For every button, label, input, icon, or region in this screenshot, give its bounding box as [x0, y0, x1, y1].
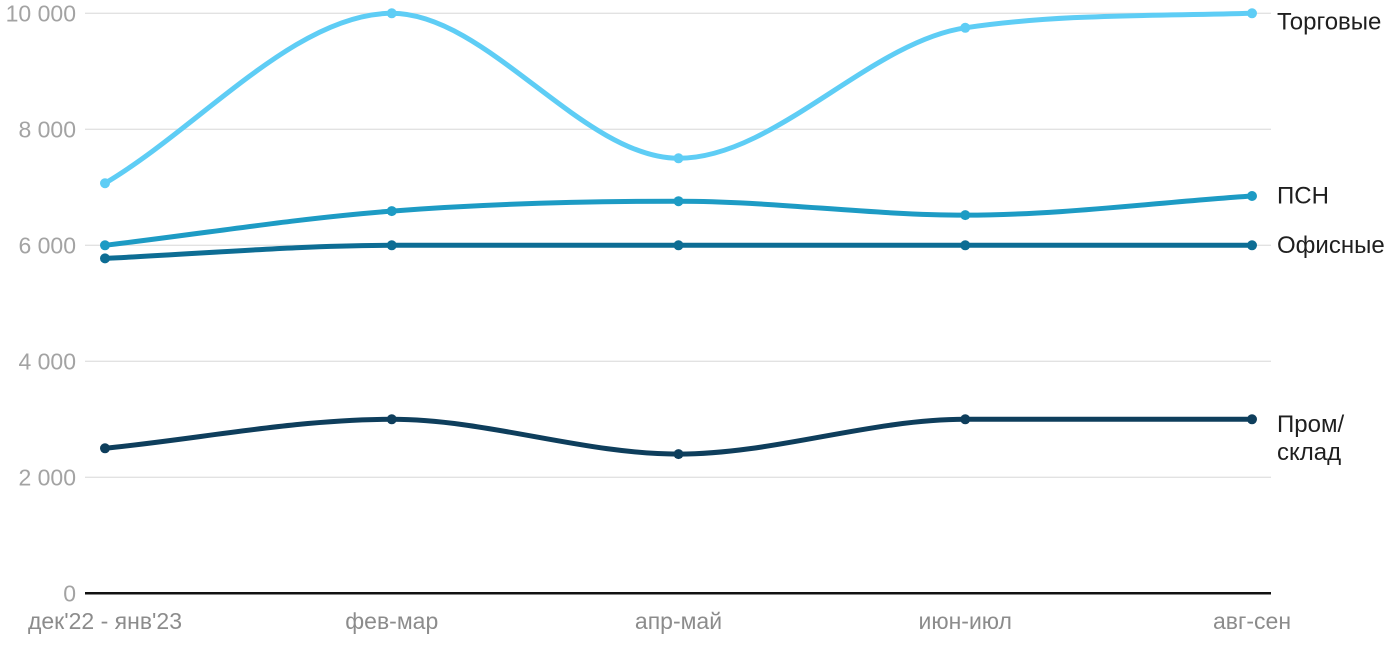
series-line-torgovye: [102, 10, 1255, 186]
series-point-psn[interactable]: [1247, 191, 1257, 201]
series-label-torgovye: Торговые: [1277, 9, 1381, 36]
series-label-prom-sklad: Пром/: [1277, 411, 1344, 438]
series-label-ofisnye: Офисные: [1277, 232, 1385, 259]
series-point-prom-sklad[interactable]: [960, 414, 971, 425]
y-axis-tick-label: 4 000: [18, 348, 76, 374]
series-point-ofisnye[interactable]: [1247, 240, 1257, 251]
x-axis-label: апр-май: [635, 608, 722, 634]
y-axis-tick-label: 2 000: [18, 464, 76, 490]
series-point-torgovye[interactable]: [960, 22, 971, 33]
series-point-ofisnye[interactable]: [386, 240, 397, 251]
y-axis-tick-label: 0: [63, 580, 76, 606]
series-label-psn: ПСН: [1277, 183, 1329, 210]
y-axis-tick-label: 10 000: [6, 0, 76, 26]
series-point-torgovye[interactable]: [673, 153, 684, 164]
x-axis-label: дек'22 - янв'23: [28, 608, 182, 634]
series-point-torgovye[interactable]: [100, 178, 110, 189]
series-point-psn[interactable]: [386, 206, 397, 217]
x-axis-label: июн-июл: [919, 608, 1012, 634]
series-point-psn[interactable]: [100, 240, 110, 251]
series-line-prom-sklad: [102, 416, 1255, 457]
series-point-ofisnye[interactable]: [673, 240, 684, 251]
series-point-psn[interactable]: [673, 196, 684, 207]
x-axis-label: авг-сен: [1213, 608, 1291, 634]
series-point-prom-sklad[interactable]: [1247, 414, 1257, 425]
series-point-torgovye[interactable]: [1247, 8, 1257, 19]
series-point-psn[interactable]: [960, 210, 971, 221]
series-point-prom-sklad[interactable]: [386, 414, 397, 425]
series-point-torgovye[interactable]: [386, 8, 397, 19]
series-point-prom-sklad[interactable]: [673, 449, 684, 460]
series-point-ofisnye[interactable]: [960, 240, 971, 251]
series-label-prom-sklad: склад: [1277, 439, 1341, 466]
y-axis-tick-label: 8 000: [18, 116, 76, 142]
x-axis-label: фев-мар: [345, 608, 438, 634]
series-point-ofisnye[interactable]: [100, 253, 110, 264]
y-axis-tick-label: 6 000: [18, 232, 76, 258]
series-point-prom-sklad[interactable]: [100, 443, 110, 454]
